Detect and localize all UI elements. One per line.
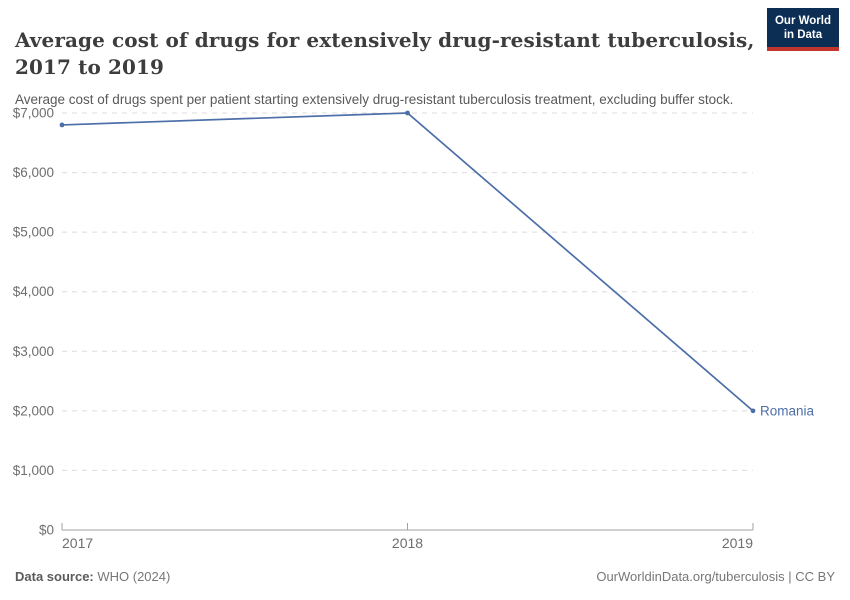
logo-line-1: Our World xyxy=(774,15,831,27)
y-tick-label: $5,000 xyxy=(13,225,54,240)
data-point-marker[interactable] xyxy=(405,110,410,116)
owid-logo[interactable]: Our World in Data xyxy=(766,8,839,51)
y-tick-label: $4,000 xyxy=(13,284,54,299)
title-line-1: Average cost of drugs for extensively dr… xyxy=(15,28,755,53)
y-tick-label: $2,000 xyxy=(13,403,54,418)
y-tick-label: $1,000 xyxy=(13,463,54,478)
data-source-label: Data source: xyxy=(15,569,94,584)
chart-subtitle: Average cost of drugs spent per patient … xyxy=(15,91,734,107)
x-tick-label: 2019 xyxy=(722,535,753,551)
y-tick-label: $6,000 xyxy=(13,165,54,180)
data-source-value: WHO (2024) xyxy=(93,569,171,584)
y-tick-label: $3,000 xyxy=(13,344,54,359)
data-source: Data source: WHO (2024) xyxy=(15,569,170,584)
credit-link[interactable]: OurWorldinData.org/tuberculosis | CC BY xyxy=(596,569,835,584)
page-title: Average cost of drugs for extensively dr… xyxy=(15,27,755,81)
logo-line-2: in Data xyxy=(783,29,823,41)
x-tick-label: 2017 xyxy=(62,535,93,551)
title-line-2: 2017 to 2019 xyxy=(15,55,165,80)
series-label[interactable]: Romania xyxy=(760,403,815,418)
series-line[interactable] xyxy=(61,112,754,412)
chart-footer: Data source: WHO (2024) OurWorldinData.o… xyxy=(15,569,835,584)
data-point-marker[interactable] xyxy=(59,122,65,128)
y-tick-label: $0 xyxy=(39,523,54,538)
x-tick-label: 2018 xyxy=(392,535,423,551)
y-tick-label: $7,000 xyxy=(13,106,54,121)
data-point-marker[interactable] xyxy=(750,408,756,414)
